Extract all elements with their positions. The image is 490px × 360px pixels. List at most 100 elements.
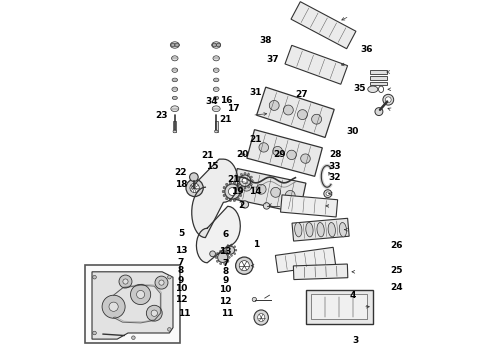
Ellipse shape bbox=[231, 255, 232, 256]
Ellipse shape bbox=[383, 94, 393, 105]
Polygon shape bbox=[247, 130, 322, 176]
Text: 21: 21 bbox=[201, 151, 214, 160]
Text: 32: 32 bbox=[328, 173, 341, 181]
Bar bbox=[85, 265, 180, 343]
Text: 7: 7 bbox=[222, 259, 228, 268]
Ellipse shape bbox=[190, 183, 199, 193]
Ellipse shape bbox=[228, 256, 230, 258]
Ellipse shape bbox=[234, 246, 236, 248]
Ellipse shape bbox=[306, 222, 313, 237]
Text: 31: 31 bbox=[249, 88, 262, 97]
Ellipse shape bbox=[210, 251, 216, 257]
Ellipse shape bbox=[239, 194, 242, 197]
Polygon shape bbox=[292, 218, 349, 241]
Ellipse shape bbox=[227, 246, 235, 254]
Ellipse shape bbox=[212, 106, 220, 112]
Polygon shape bbox=[281, 195, 338, 217]
Ellipse shape bbox=[328, 222, 335, 237]
Text: 26: 26 bbox=[390, 241, 402, 250]
Text: 19: 19 bbox=[231, 187, 244, 196]
Ellipse shape bbox=[273, 147, 282, 156]
Ellipse shape bbox=[109, 302, 118, 311]
Text: 13: 13 bbox=[219, 248, 231, 256]
Ellipse shape bbox=[324, 190, 332, 198]
Text: 20: 20 bbox=[236, 150, 248, 158]
Ellipse shape bbox=[240, 190, 243, 193]
Text: 14: 14 bbox=[249, 187, 262, 196]
Ellipse shape bbox=[240, 174, 243, 176]
Text: 2: 2 bbox=[238, 201, 245, 210]
Text: 1: 1 bbox=[253, 240, 259, 249]
Ellipse shape bbox=[339, 222, 346, 237]
Text: 17: 17 bbox=[227, 104, 240, 112]
Ellipse shape bbox=[147, 305, 162, 321]
Text: 11: 11 bbox=[221, 309, 233, 318]
Ellipse shape bbox=[247, 186, 250, 188]
Ellipse shape bbox=[287, 150, 296, 159]
Polygon shape bbox=[92, 272, 173, 339]
Ellipse shape bbox=[235, 249, 237, 251]
Ellipse shape bbox=[130, 284, 151, 305]
Ellipse shape bbox=[258, 314, 265, 321]
Ellipse shape bbox=[172, 68, 178, 72]
Ellipse shape bbox=[223, 194, 225, 197]
Text: 8: 8 bbox=[178, 266, 184, 275]
Ellipse shape bbox=[239, 175, 251, 186]
Ellipse shape bbox=[213, 56, 220, 61]
Ellipse shape bbox=[224, 251, 226, 253]
Ellipse shape bbox=[224, 247, 226, 249]
Ellipse shape bbox=[301, 154, 310, 163]
Ellipse shape bbox=[270, 188, 281, 197]
Text: 15: 15 bbox=[206, 162, 218, 171]
Ellipse shape bbox=[93, 275, 97, 279]
Ellipse shape bbox=[237, 180, 239, 182]
Ellipse shape bbox=[231, 244, 232, 246]
Ellipse shape bbox=[186, 179, 203, 197]
Ellipse shape bbox=[151, 310, 157, 316]
Ellipse shape bbox=[229, 199, 232, 202]
Ellipse shape bbox=[223, 250, 226, 252]
Text: 10: 10 bbox=[219, 285, 231, 294]
Ellipse shape bbox=[172, 96, 177, 100]
Ellipse shape bbox=[220, 262, 222, 265]
Ellipse shape bbox=[250, 183, 252, 185]
Ellipse shape bbox=[254, 310, 269, 325]
Text: 18: 18 bbox=[174, 180, 187, 189]
Polygon shape bbox=[291, 2, 356, 49]
Text: 6: 6 bbox=[222, 230, 228, 239]
Ellipse shape bbox=[227, 254, 229, 256]
Ellipse shape bbox=[119, 275, 132, 288]
Ellipse shape bbox=[270, 100, 279, 111]
Ellipse shape bbox=[244, 172, 246, 175]
Polygon shape bbox=[196, 206, 240, 263]
Text: 21: 21 bbox=[249, 135, 262, 144]
Text: 33: 33 bbox=[328, 162, 341, 171]
Ellipse shape bbox=[172, 87, 178, 91]
Ellipse shape bbox=[317, 222, 324, 237]
Ellipse shape bbox=[93, 331, 97, 335]
Ellipse shape bbox=[375, 108, 383, 116]
Ellipse shape bbox=[213, 87, 219, 91]
Ellipse shape bbox=[214, 96, 219, 100]
Text: 16: 16 bbox=[220, 95, 233, 104]
Text: 35: 35 bbox=[353, 84, 366, 93]
Ellipse shape bbox=[233, 181, 236, 184]
Ellipse shape bbox=[240, 186, 243, 188]
Ellipse shape bbox=[172, 78, 177, 82]
Ellipse shape bbox=[227, 252, 229, 255]
Ellipse shape bbox=[123, 279, 128, 284]
Polygon shape bbox=[369, 76, 387, 80]
Text: 30: 30 bbox=[347, 127, 359, 136]
Ellipse shape bbox=[213, 68, 219, 72]
Text: 7: 7 bbox=[178, 258, 184, 266]
Ellipse shape bbox=[326, 192, 330, 195]
Ellipse shape bbox=[190, 173, 198, 181]
Ellipse shape bbox=[256, 184, 266, 194]
Polygon shape bbox=[257, 87, 334, 138]
Polygon shape bbox=[231, 168, 306, 213]
Ellipse shape bbox=[238, 176, 240, 178]
Bar bbox=[215, 121, 218, 132]
Ellipse shape bbox=[217, 260, 219, 262]
Polygon shape bbox=[275, 247, 336, 273]
Ellipse shape bbox=[283, 105, 294, 115]
